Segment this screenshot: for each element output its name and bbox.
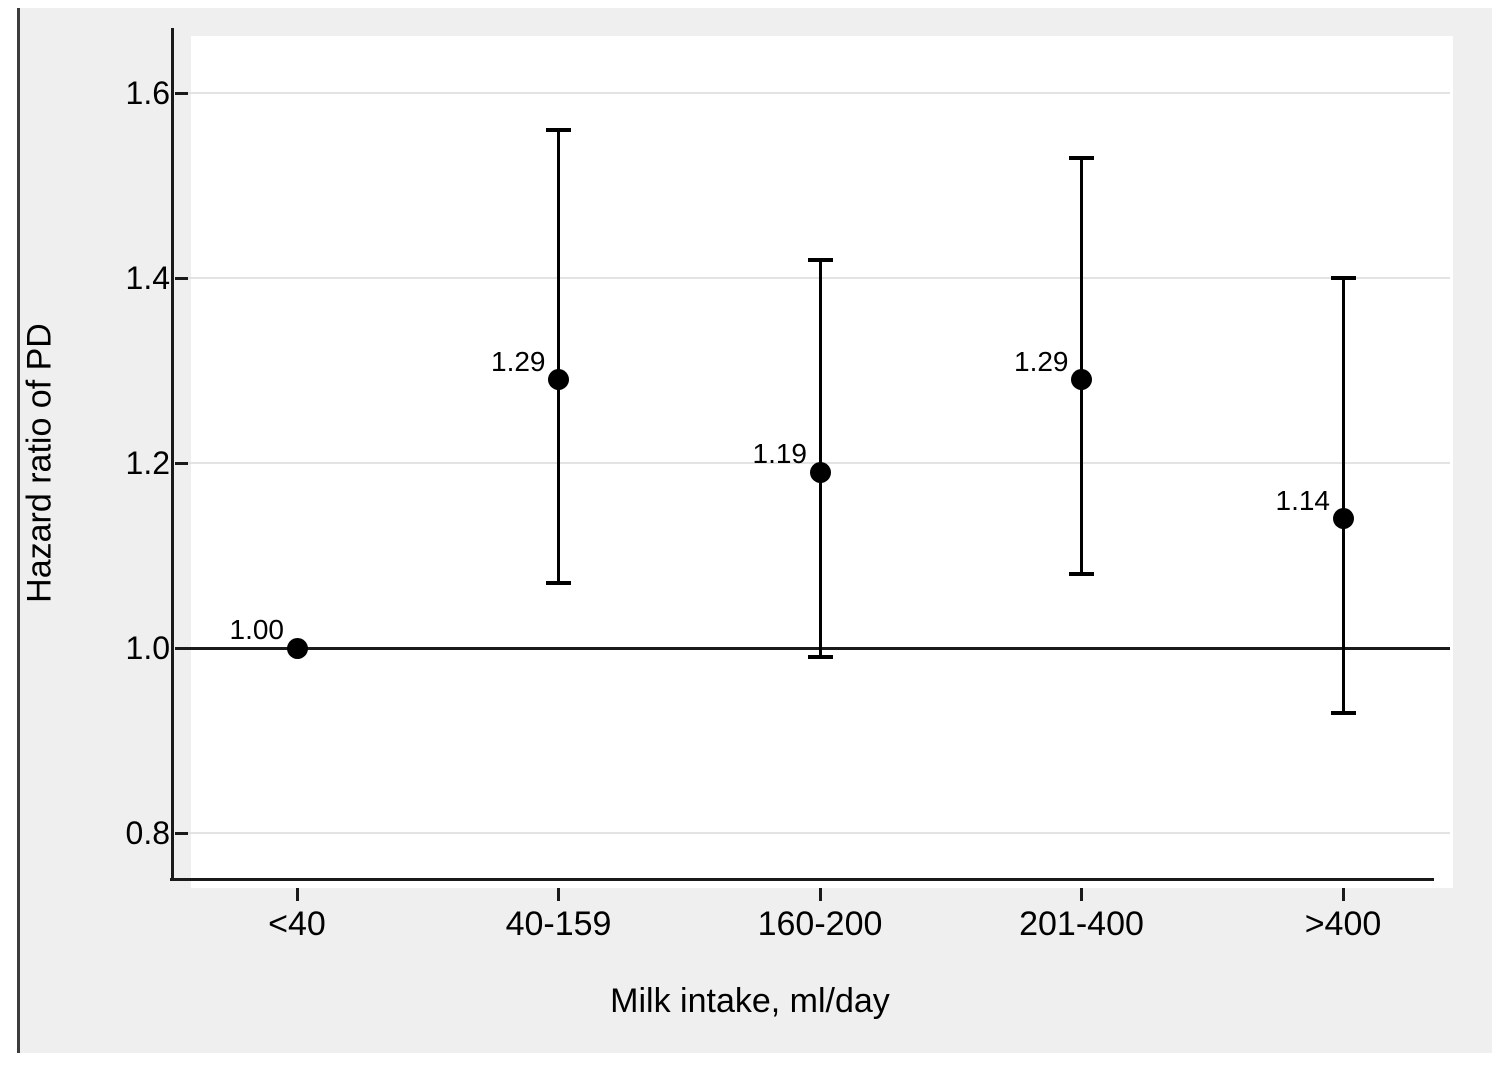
y-axis-line bbox=[171, 28, 174, 880]
x-tick bbox=[295, 888, 299, 901]
y-tick-label: 1.0 bbox=[125, 630, 170, 666]
y-tick bbox=[175, 646, 188, 650]
y-tick bbox=[175, 91, 188, 95]
error-bar-cap-lower bbox=[1330, 710, 1356, 715]
error-bar-cap-upper bbox=[1330, 276, 1356, 280]
gridline bbox=[188, 832, 1450, 834]
x-tick-label: 40-159 bbox=[505, 905, 612, 943]
data-point-marker bbox=[548, 369, 569, 391]
figure-panel bbox=[17, 8, 1492, 1053]
value-label: 1.14 bbox=[1275, 484, 1331, 516]
y-tick-label: 1.2 bbox=[125, 445, 170, 481]
error-bar-cap-upper bbox=[807, 257, 833, 262]
y-tick-label: 1.6 bbox=[125, 75, 170, 111]
data-point-marker bbox=[809, 461, 831, 483]
y-tick bbox=[175, 276, 188, 280]
x-axis-line bbox=[170, 878, 1434, 881]
value-label: 1.19 bbox=[752, 438, 808, 470]
error-bar bbox=[557, 130, 560, 584]
y-tick bbox=[175, 461, 188, 465]
x-tick bbox=[818, 888, 822, 901]
value-label: 1.29 bbox=[491, 345, 546, 377]
value-label: 1.00 bbox=[229, 614, 285, 645]
error-bar-cap-lower bbox=[1069, 572, 1094, 576]
data-point-marker bbox=[1332, 508, 1354, 529]
y-tick-label: 1.4 bbox=[125, 260, 170, 296]
value-label: 1.29 bbox=[1014, 345, 1069, 377]
error-bar-cap-lower bbox=[807, 655, 833, 660]
error-bar-cap-upper bbox=[1069, 155, 1094, 160]
x-tick-label: 201-400 bbox=[1019, 905, 1144, 943]
x-axis-title: Milk intake, ml/day bbox=[610, 982, 890, 1020]
y-tick-label: 0.8 bbox=[125, 815, 170, 851]
gridline bbox=[188, 92, 1450, 94]
data-point-marker bbox=[1071, 369, 1092, 391]
x-tick-label: >400 bbox=[1304, 905, 1382, 943]
y-tick bbox=[175, 831, 188, 835]
x-tick bbox=[557, 888, 560, 901]
error-bar-cap-lower bbox=[546, 581, 571, 586]
y-axis-title-text: Hazard ratio of PD bbox=[20, 323, 59, 603]
x-tick-label: <40 bbox=[268, 905, 326, 943]
error-bar-cap-upper bbox=[546, 128, 571, 132]
error-bar bbox=[818, 259, 822, 658]
x-tick-label: 160-200 bbox=[757, 905, 883, 943]
x-tick bbox=[1080, 888, 1083, 901]
x-tick bbox=[1341, 888, 1345, 901]
data-point-marker bbox=[286, 637, 308, 659]
error-bar bbox=[1341, 278, 1345, 713]
error-bar bbox=[1080, 157, 1083, 574]
